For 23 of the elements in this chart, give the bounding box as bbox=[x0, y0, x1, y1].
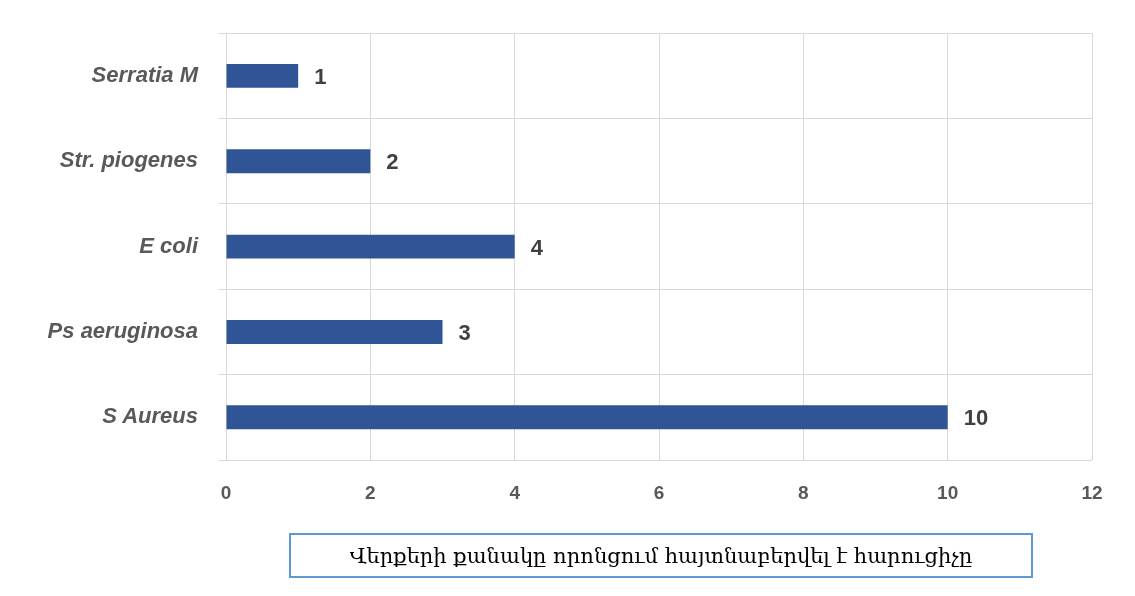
y-tick-label: E coli bbox=[139, 232, 199, 258]
x-tick-label: 10 bbox=[937, 481, 959, 503]
y-tick-label: Serratia M bbox=[91, 61, 199, 87]
data-label: 2 bbox=[386, 149, 399, 175]
data-label: 3 bbox=[458, 320, 471, 346]
x-axis-title: Վերքերի քանակը որոնցում հայտնաբերվել է հարուցիչը bbox=[289, 533, 1033, 578]
bar bbox=[226, 63, 299, 88]
x-tick-label: 8 bbox=[798, 481, 809, 503]
x-tick-label: 4 bbox=[509, 481, 521, 503]
x-tick-label: 12 bbox=[1081, 481, 1103, 503]
data-label: 1 bbox=[314, 63, 327, 89]
y-tick-label: Ps aeruginosa bbox=[47, 318, 198, 344]
bar bbox=[226, 149, 371, 174]
bar bbox=[226, 405, 948, 430]
y-tick-label: Str. piogenes bbox=[59, 147, 198, 173]
bar bbox=[226, 234, 515, 259]
data-label: 4 bbox=[530, 234, 544, 260]
data-label: 10 bbox=[963, 405, 989, 431]
x-tick-label: 0 bbox=[220, 481, 232, 503]
bar bbox=[226, 320, 443, 344]
x-tick-label: 2 bbox=[365, 481, 376, 503]
y-tick-label: S Aureus bbox=[102, 403, 198, 429]
x-tick-label: 6 bbox=[653, 481, 665, 503]
